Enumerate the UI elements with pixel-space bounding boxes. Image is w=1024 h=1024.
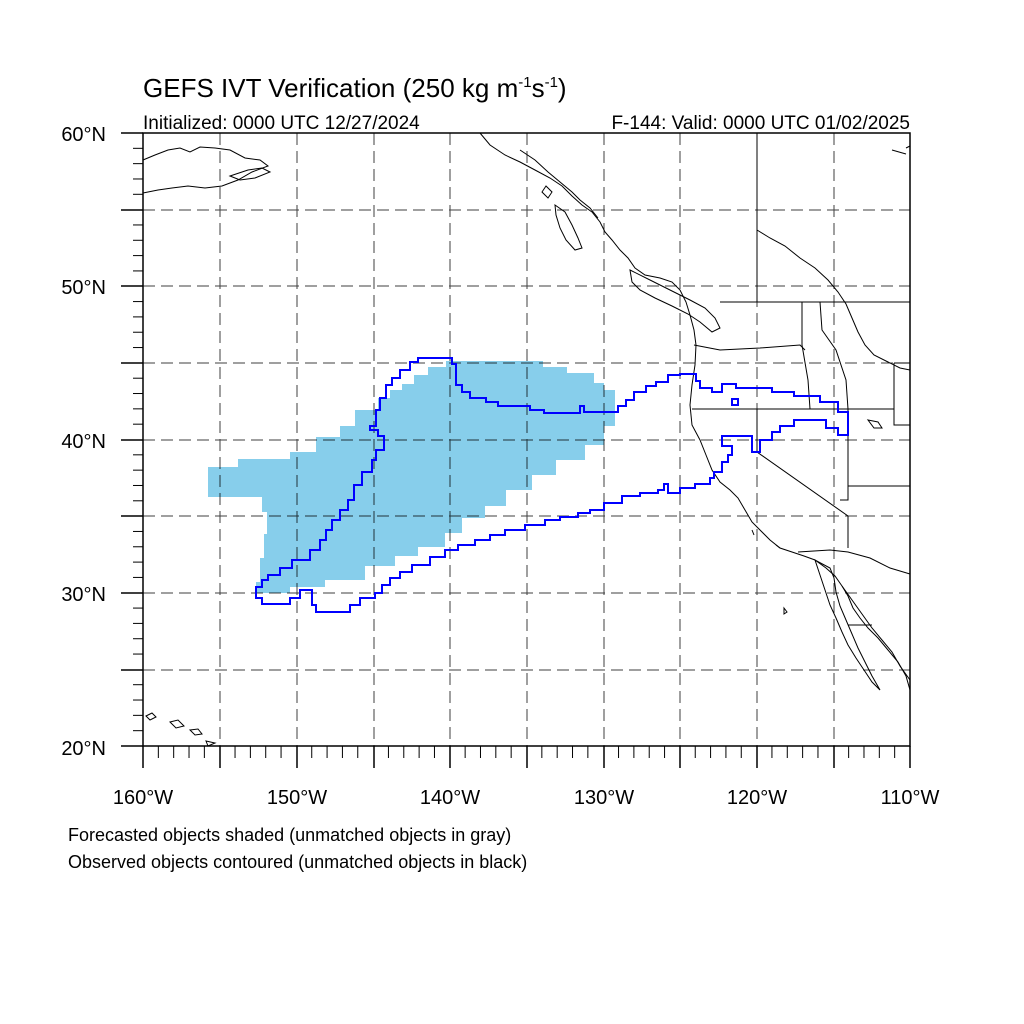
lat-label-30n: 30°N: [61, 584, 106, 606]
valid-time-label: F-144: Valid: 0000 UTC 01/02/2025: [611, 113, 910, 134]
lon-label-140w: 140°W: [420, 787, 480, 809]
legend-note-forecast: Forecasted objects shaded (unmatched obj…: [68, 825, 512, 845]
lon-label-150w: 150°W: [267, 787, 327, 809]
lat-label-20n: 20°N: [61, 738, 106, 760]
init-time-label: Initialized: 0000 UTC 12/27/2024: [143, 113, 420, 134]
lat-label-60n: 60°N: [61, 124, 106, 146]
legend-note-observed: Observed objects contoured (unmatched ob…: [68, 852, 528, 872]
lat-label-50n: 50°N: [61, 277, 106, 299]
lat-label-40n: 40°N: [61, 431, 106, 453]
forecast-object-shaded: [208, 361, 615, 593]
lon-label-120w: 120°W: [727, 787, 787, 809]
minor-ticks: [133, 147, 896, 758]
observed-object-small: [731, 398, 739, 406]
map-graticule: [143, 133, 910, 746]
lon-label-130w: 130°W: [574, 787, 634, 809]
map-title: GEFS IVT Verification (250 kg m-1s-1): [143, 73, 567, 103]
lon-label-110w: 110°W: [881, 787, 940, 809]
observed-object-contour: [255, 357, 849, 613]
coastlines: [142, 132, 911, 747]
lon-label-160w: 160°W: [113, 787, 173, 809]
axis-ticks: [121, 132, 911, 768]
